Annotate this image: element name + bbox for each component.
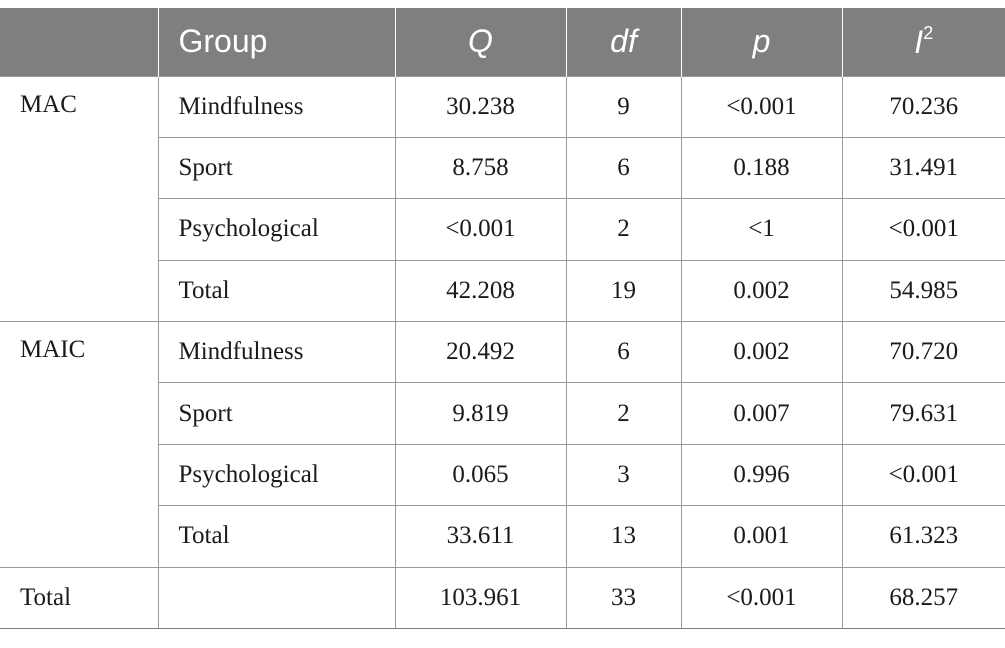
row-q: <0.001 (394, 198, 567, 261)
row-df: 6 (565, 321, 682, 384)
row-i2: 79.631 (841, 382, 1005, 445)
row-group: Sport (158, 136, 396, 200)
header-group: Group (158, 8, 396, 76)
header-q: Q (395, 8, 567, 76)
total-i2: 68.257 (841, 566, 1005, 630)
header-row: Group Q df p I2 (0, 8, 1005, 76)
header-i2-sup: 2 (923, 22, 934, 43)
total-row: Total 103.961 33 <0.001 68.257 (0, 566, 1005, 630)
row-q: 9.819 (394, 382, 567, 445)
row-group: Mindfulness (157, 75, 396, 138)
row-p: 0.007 (680, 382, 843, 445)
row-p: <1 (680, 198, 843, 261)
row-df: 19 (565, 259, 682, 323)
row-q: 0.065 (394, 443, 567, 507)
row-p: 0.188 (680, 136, 843, 200)
total-df: 33 (565, 566, 682, 630)
total-group (157, 566, 396, 630)
table-row: MAIC Mindfulness 20.492 6 0.002 70.720 (0, 321, 1005, 568)
row-group: Mindfulness (157, 321, 396, 384)
row-df: 2 (565, 382, 682, 445)
header-blank (0, 8, 159, 76)
row-i2: 61.323 (841, 505, 1005, 568)
row-df: 13 (565, 505, 682, 568)
row-group: Psychological (158, 198, 396, 261)
mac-group-label: MAC (0, 75, 159, 323)
header-p: p (681, 8, 843, 76)
row-i2: 54.985 (841, 259, 1005, 323)
row-group: Sport (158, 382, 396, 445)
heterogeneity-table: Group Q df p I2 MAC Mindfulness 30.238 9… (0, 8, 1005, 630)
row-p: 0.996 (680, 443, 843, 507)
row-df: 6 (565, 136, 682, 200)
header-df: df (566, 8, 682, 76)
table-row: Sport 8.758 6 0.188 31.491 (0, 136, 1005, 200)
row-i2: 31.491 (841, 136, 1005, 200)
row-q: 30.238 (394, 75, 567, 138)
row-df: 9 (565, 75, 682, 138)
row-p: 0.001 (680, 505, 843, 568)
row-group: Psychological (158, 443, 396, 507)
row-i2: <0.001 (841, 443, 1005, 507)
row-p: 0.002 (680, 259, 843, 323)
row-df: 3 (565, 443, 682, 507)
row-i2: 70.236 (841, 75, 1005, 138)
row-q: 20.492 (394, 321, 567, 384)
header-i2: I2 (842, 8, 1005, 76)
table-row: Total 33.611 13 0.001 61.323 (0, 505, 1005, 568)
row-q: 42.208 (394, 259, 567, 323)
row-q: 33.611 (394, 505, 567, 568)
table-row: MAC Mindfulness 30.238 9 <0.001 70.236 (0, 75, 1005, 323)
row-df: 2 (565, 198, 682, 261)
row-q: 8.758 (394, 136, 567, 200)
total-p: <0.001 (680, 566, 843, 630)
row-i2: <0.001 (841, 198, 1005, 261)
table-row: Sport 9.819 2 0.007 79.631 (0, 382, 1005, 445)
row-i2: 70.720 (841, 321, 1005, 384)
header-i2-base: I (914, 23, 924, 60)
total-q: 103.961 (394, 566, 567, 630)
total-label: Total (0, 566, 159, 630)
maic-group-label: MAIC (0, 321, 159, 568)
row-p: 0.002 (680, 321, 843, 384)
table-row: Total 42.208 19 0.002 54.985 (0, 259, 1005, 323)
table-row: Psychological <0.001 2 <1 <0.001 (0, 198, 1005, 261)
row-group: Total (158, 259, 396, 323)
row-group: Total (158, 505, 396, 568)
row-p: <0.001 (680, 75, 843, 138)
